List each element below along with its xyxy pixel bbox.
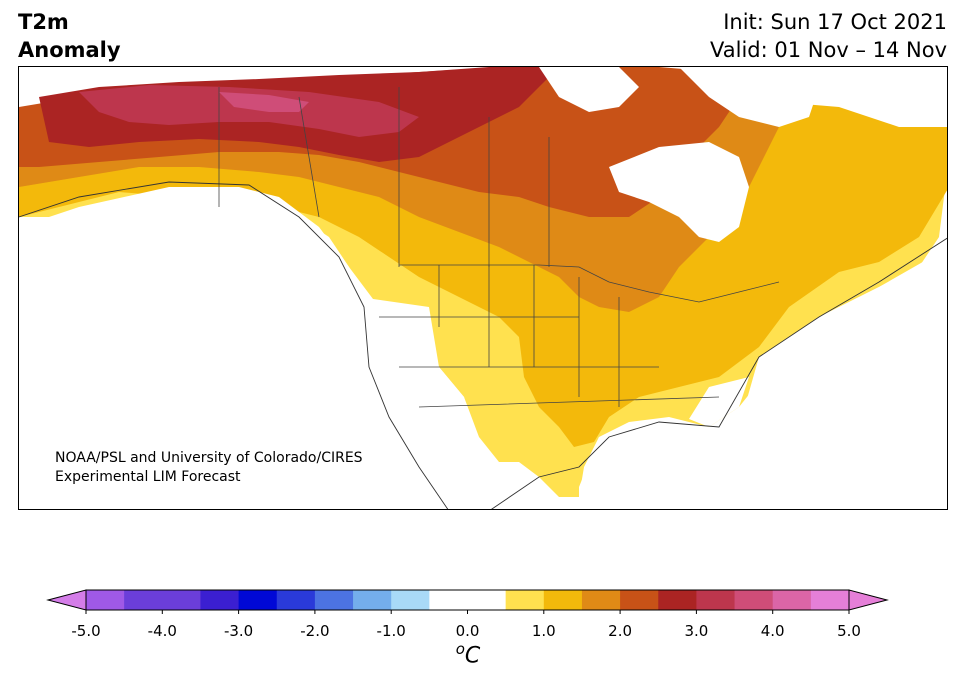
- title-line-2: Anomaly: [18, 38, 121, 62]
- colorbar-bin-11: [543, 590, 583, 610]
- colorbar-bin-13: [620, 590, 659, 610]
- colorbar-bin-12: [581, 590, 621, 610]
- land-anomaly-3-5: [79, 85, 419, 137]
- colorbar-tickmarks: [85, 610, 850, 614]
- init-date: Init: Sun 17 Oct 2021: [723, 10, 947, 34]
- land-anomaly-4-0: [219, 92, 309, 112]
- colorbar-bin-18: [810, 590, 850, 610]
- colorbar-tick-label-0: -5.0: [71, 622, 101, 640]
- colorbar-bin-14: [658, 590, 697, 610]
- colorbar-bin-1: [124, 590, 163, 610]
- colorbar-tick-label-9: 4.0: [760, 622, 785, 640]
- colorbar-bin-2: [162, 590, 201, 610]
- colorbar-bin-4: [238, 590, 278, 610]
- colorbar-bin-15: [696, 590, 736, 610]
- credit-line-2: Experimental LIM Forecast: [55, 469, 241, 485]
- forecast-dates: Init: Sun 17 Oct 2021 Valid: 01 Nov – 14…: [710, 8, 947, 64]
- colorbar-unit: oC: [443, 640, 493, 668]
- colorbar-bin-5: [276, 590, 316, 610]
- colorbar-bin-10: [505, 590, 545, 610]
- colorbar-tick-label-6: 1.0: [531, 622, 556, 640]
- colorbar-bin-3: [200, 590, 240, 610]
- land-anomaly-neutral-west: [359, 297, 519, 509]
- colorbar-bin-8: [391, 590, 430, 610]
- arctic-islands-east: [679, 67, 819, 127]
- map-canvas: [19, 67, 947, 509]
- coastline: [19, 181, 947, 509]
- colorbar-tick-label-10: 5.0: [837, 622, 861, 640]
- colorbar-tick-label-8: 3.0: [684, 622, 709, 640]
- colorbar-tick-label-3: -2.0: [300, 622, 330, 640]
- colorbar-tick-label-2: -3.0: [223, 622, 254, 640]
- unit-superscript: o: [455, 640, 465, 658]
- colorbar-bins: [86, 590, 850, 610]
- unit-label: C: [464, 643, 481, 669]
- land-anomaly-neutral-southeast: [689, 377, 749, 427]
- credit-line-1: NOAA/PSL and University of Colorado/CIRE…: [55, 450, 363, 466]
- colorbar-tick-label-1: -4.0: [147, 622, 177, 640]
- arctic-islands: [539, 67, 639, 112]
- map-title: T2m Anomaly: [18, 8, 121, 64]
- borders: [218, 87, 780, 408]
- credit-text: NOAA/PSL and University of Colorado/CIRE…: [55, 449, 363, 487]
- valid-period: Valid: 01 Nov – 14 Nov: [710, 38, 947, 62]
- colorbar-tick-label-5: 0.0: [455, 622, 480, 640]
- colorbar-bin-9: [429, 590, 507, 610]
- colorbar-tick-label-7: 2.0: [608, 622, 633, 640]
- colorbar-bin-0: [86, 590, 125, 610]
- hudson-bay: [609, 142, 749, 242]
- atlantic-ocean: [661, 248, 947, 509]
- colorbar-extend-low: [46, 589, 87, 611]
- colorbar-bin-16: [734, 590, 774, 610]
- title-line-1: T2m: [18, 10, 69, 34]
- pacific-ocean: [19, 187, 438, 509]
- colorbar-bin-17: [772, 590, 812, 610]
- colorbar-bin-6: [314, 590, 354, 610]
- anomaly-map: NOAA/PSL and University of Colorado/CIRE…: [18, 66, 948, 510]
- colorbar-tick-label-4: -1.0: [376, 622, 406, 640]
- colorbar-extend-high: [848, 589, 889, 611]
- colorbar-bin-7: [353, 590, 392, 610]
